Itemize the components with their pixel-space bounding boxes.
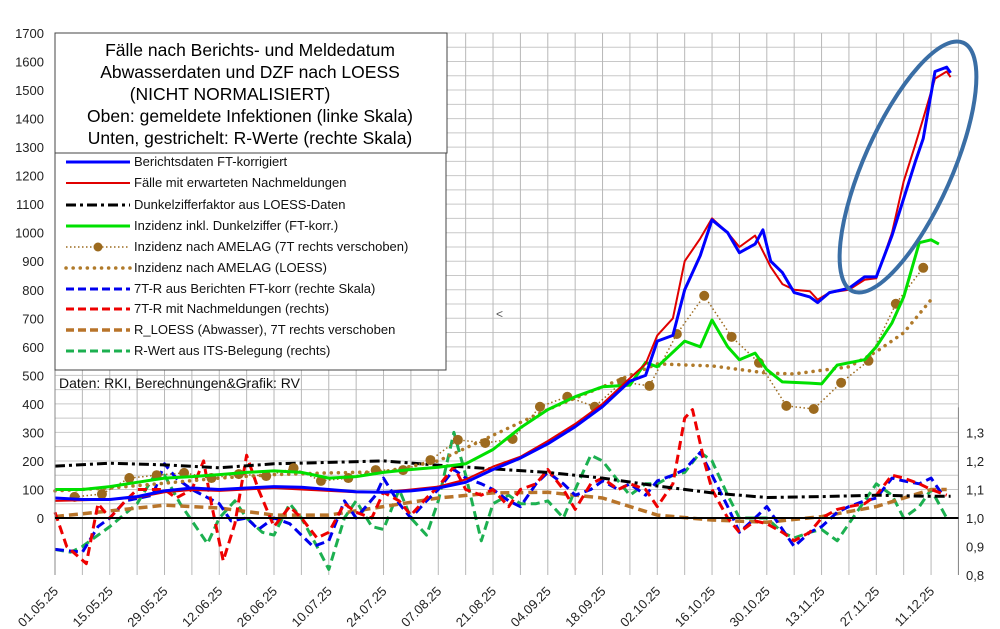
series-marker: [425, 455, 436, 466]
x-tick-label: 10.07.25: [288, 584, 334, 629]
series-marker: [480, 437, 491, 448]
left-tick-label: 0: [37, 511, 44, 526]
x-tick-label: 07.08.25: [398, 584, 444, 629]
title-line: Oben: gemeldete Infektionen (linke Skala…: [87, 106, 413, 126]
right-tick-label: 0,8: [966, 568, 984, 583]
legend-label: R-Wert aus ITS-Belegung (rechts): [134, 343, 330, 358]
legend-label: Fälle mit erwarteten Nachmeldungen: [134, 175, 346, 190]
series-marker: [781, 400, 792, 411]
x-tick-label: 16.10.25: [672, 584, 718, 629]
x-tick-label: 15.05.25: [69, 584, 115, 629]
series-marker: [918, 262, 929, 273]
left-tick-label: 1700: [15, 26, 44, 41]
series-line: [53, 408, 948, 566]
series-marker: [808, 404, 819, 415]
stray-mark: <: [496, 307, 503, 321]
series-line: [54, 459, 951, 499]
x-tick-label: 18.09.25: [562, 584, 608, 629]
x-tick-label: 13.11.25: [782, 584, 828, 629]
left-tick-label: 1000: [15, 226, 44, 241]
title-line: (NICHT NORMALISIERT): [130, 84, 331, 104]
series-marker: [836, 377, 847, 388]
series-marker: [452, 434, 463, 445]
left-tick-label: 800: [22, 283, 44, 298]
left-tick-label: 700: [22, 311, 44, 326]
x-tick-label: 04.09.25: [508, 584, 554, 629]
legend-label: Inzidenz nach AMELAG (LOESS): [134, 260, 327, 275]
left-tick-label: 300: [22, 425, 44, 440]
right-tick-label: 1,3: [966, 425, 984, 440]
x-tick-label: 30.10.25: [727, 584, 773, 629]
left-tick-label: 1200: [15, 169, 44, 184]
title-line: Abwasserdaten und DZF nach LOESS: [100, 62, 400, 82]
legend: Berichtsdaten FT-korrigiert Fälle mit erw…: [54, 152, 447, 371]
series-line: [55, 238, 940, 491]
left-tick-label: 400: [22, 397, 44, 412]
x-tick-label: 11.12.25: [891, 584, 937, 629]
legend-label: 7T-R mit Nachmeldungen (rechts): [134, 301, 329, 316]
legend-label: Dunkelzifferfaktor aus LOESS-Daten: [134, 197, 345, 212]
x-tick-label: 26.06.25: [234, 584, 280, 629]
series-marker: [96, 489, 107, 500]
left-tick-label: 500: [22, 368, 44, 383]
legend-label: Inzidenz inkl. Dunkelziffer (FT-korr.): [134, 218, 338, 233]
series-layer: [53, 65, 952, 571]
left-tick-label: 1300: [15, 140, 44, 155]
title-line: Fälle nach Berichts- und Meldedatum: [105, 40, 395, 60]
left-tick-label: 200: [22, 454, 44, 469]
series-line: [54, 65, 952, 501]
x-tick-label: 12.06.25: [179, 584, 225, 629]
left-tick-label: 1400: [15, 112, 44, 127]
right-tick-label: 1,0: [966, 511, 984, 526]
title-line: Unten, gestrichelt: R-Werte (rechte Skal…: [88, 128, 413, 148]
series-marker: [644, 380, 655, 391]
series-marker: [726, 331, 737, 342]
right-tick-label: 1,1: [966, 482, 984, 497]
legend-label: Berichtsdaten FT-korrigiert: [134, 154, 288, 169]
series-marker: [261, 471, 272, 482]
x-tick-label: 24.07.25: [343, 584, 389, 629]
legend-label: Inzidenz nach AMELAG (7T rechts verschob…: [134, 239, 408, 254]
highlight-ellipse: [837, 39, 979, 295]
left-tick-label: 1500: [15, 83, 44, 98]
left-tick-label: 1100: [16, 197, 44, 212]
right-tick-label: 1,2: [966, 454, 984, 469]
x-tick-label: 02.10.25: [617, 584, 663, 629]
series-line: [54, 450, 945, 554]
series-line: [54, 430, 949, 571]
left-tick-label: 900: [22, 254, 44, 269]
series-line: [53, 297, 933, 493]
series-line: [54, 487, 947, 525]
x-tick-label: 21.08.25: [453, 584, 499, 629]
legend-label: R_LOESS (Abwasser), 7T rechts verschoben: [134, 322, 395, 337]
left-tick-label: 600: [22, 340, 44, 355]
title-box: Fälle nach Berichts- und Meldedatum Abwa…: [54, 32, 448, 154]
series-marker: [534, 401, 545, 412]
x-tick-label: 29.05.25: [124, 584, 170, 629]
x-tick-label: 27.11.25: [837, 584, 883, 629]
left-tick-label: 1600: [15, 55, 44, 70]
right-tick-label: 0,9: [966, 540, 984, 555]
left-tick-label: 100: [22, 482, 44, 497]
series-marker: [124, 473, 135, 484]
credit-text: Daten: RKI, Berechnungen&Grafik: RV: [59, 375, 301, 391]
series-marker: [699, 290, 710, 301]
x-tick-label: 01.05.25: [15, 584, 61, 629]
legend-marker: [93, 242, 103, 252]
legend-label: 7T-R aus Berichten FT-korr (rechte Skala…: [134, 281, 375, 296]
